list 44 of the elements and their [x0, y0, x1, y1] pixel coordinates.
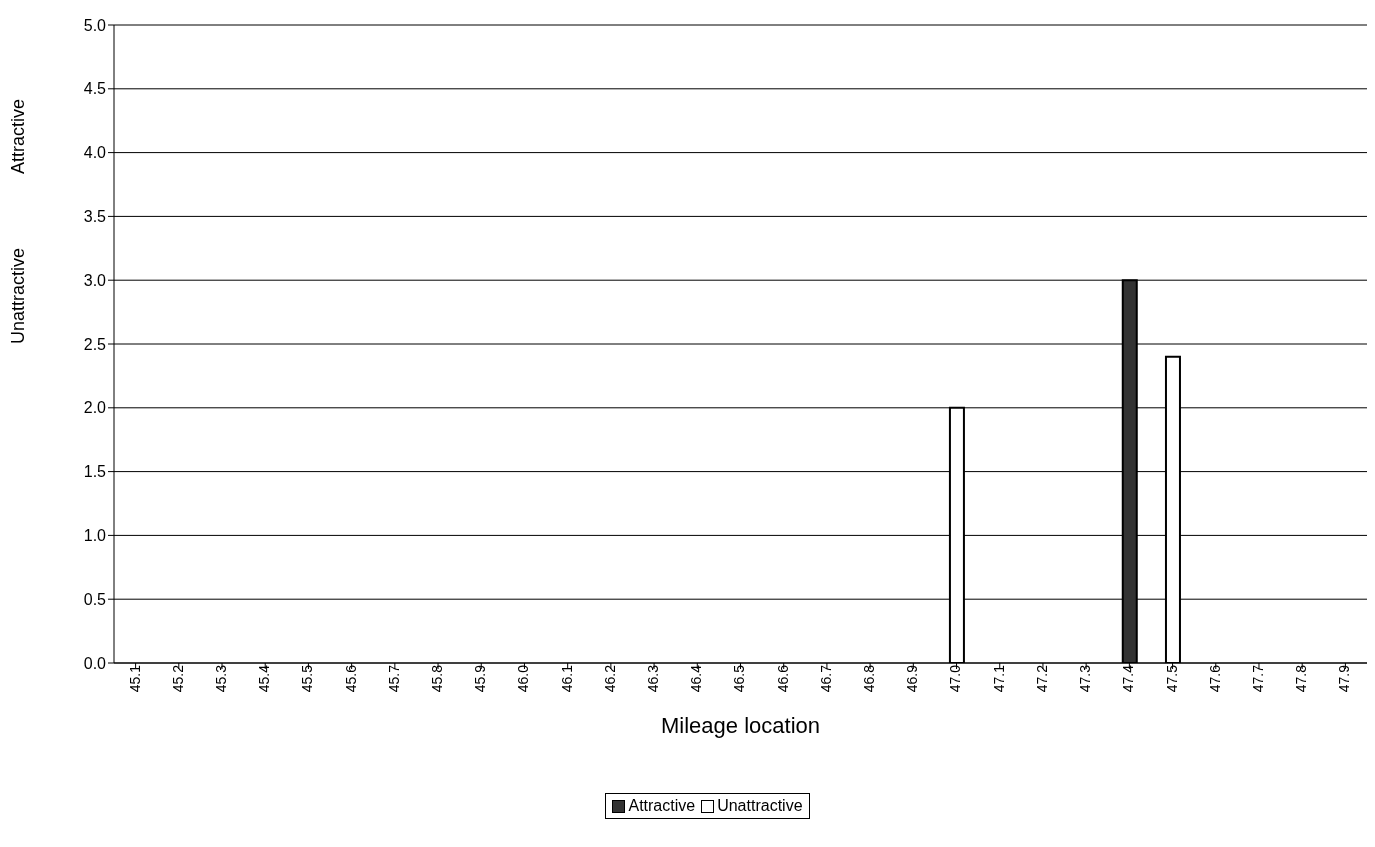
- x-tick-label: 46.8: [861, 664, 878, 693]
- x-tick-label: 45.4: [256, 664, 273, 693]
- x-tick-label: 47.5: [1163, 664, 1180, 693]
- x-tick-label: 45.1: [126, 664, 143, 693]
- x-tick-label: 46.1: [558, 664, 575, 693]
- x-tick-label: 46.6: [774, 664, 791, 693]
- x-tick-label: 45.8: [428, 664, 445, 693]
- x-tick-label: 47.2: [1033, 664, 1050, 693]
- x-tick-label: 46.3: [645, 664, 662, 693]
- x-tick-label: 47.3: [1077, 664, 1094, 693]
- y-tick-label: 0.5: [83, 590, 107, 608]
- y-axis-title: Unattractive Attractive: [8, 98, 29, 344]
- x-tick-label: 46.9: [904, 664, 921, 693]
- y-tick-label: 2.0: [83, 399, 107, 417]
- y-tick-label: 4.5: [83, 80, 107, 98]
- x-tick-label: 47.1: [990, 664, 1007, 693]
- y-tick-label: 4.0: [83, 144, 107, 162]
- x-tick-label: 47.0: [947, 664, 964, 693]
- y-tick-label: 1.5: [83, 463, 107, 481]
- x-tick-label: 47.7: [1249, 664, 1266, 693]
- y-tick-label: 2.5: [83, 335, 107, 353]
- y-tick-label: 3.5: [83, 208, 107, 226]
- y-tick-label: 5.0: [83, 16, 107, 34]
- y-tick-label: 3.0: [83, 271, 107, 289]
- x-tick-label: 47.6: [1206, 664, 1223, 693]
- x-tick-label: 47.8: [1293, 664, 1310, 693]
- x-tick-label: 45.5: [299, 664, 316, 693]
- x-tick-label: 46.2: [601, 664, 618, 693]
- legend-label: Unattractive: [716, 797, 803, 815]
- x-tick-label: 46.0: [515, 664, 532, 693]
- x-tick-label: 45.3: [212, 664, 229, 693]
- y-tick-label: 0.0: [83, 654, 107, 672]
- x-axis-title: Mileage location: [661, 713, 820, 738]
- x-tick-label: 47.9: [1336, 664, 1353, 693]
- x-tick-label: 46.7: [817, 664, 834, 693]
- x-tick-label: 46.4: [688, 664, 705, 693]
- y-tick-label: 1.0: [83, 527, 107, 545]
- legend-label: Attractive: [627, 797, 696, 815]
- x-tick-label: 47.4: [1120, 664, 1137, 693]
- x-tick-label: 45.9: [472, 664, 489, 693]
- x-tick-label: 45.7: [385, 664, 402, 693]
- x-tick-label: 46.5: [731, 664, 748, 693]
- x-tick-label: 45.2: [169, 664, 186, 693]
- x-tick-label: 45.6: [342, 664, 359, 693]
